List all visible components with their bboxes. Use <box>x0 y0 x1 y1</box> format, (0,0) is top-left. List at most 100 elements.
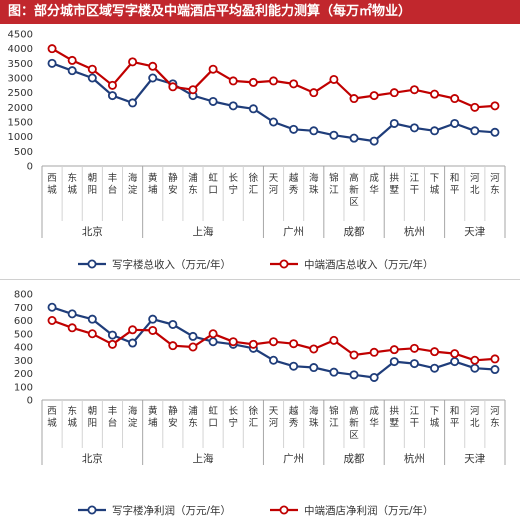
data-point <box>349 94 359 104</box>
data-point <box>389 345 399 355</box>
legend-swatch-marker <box>279 505 289 515</box>
x-category-label: 朝阳 <box>88 173 98 196</box>
data-point <box>87 73 97 83</box>
y-tick-label: 200 <box>14 369 33 380</box>
data-point <box>188 342 198 352</box>
x-category-label: 河东 <box>490 405 500 429</box>
x-category-label: 海珠 <box>309 172 319 196</box>
data-point <box>389 357 399 367</box>
x-category-label: 成华 <box>369 405 379 429</box>
city-group-label: 天津 <box>464 453 485 465</box>
city-group-label: 广州 <box>283 453 304 465</box>
x-category-label: 海淀 <box>128 405 138 429</box>
y-tick-label: 2000 <box>8 103 33 114</box>
x-category-label: 静安 <box>168 405 178 429</box>
data-point <box>409 343 419 353</box>
data-point <box>309 363 319 373</box>
y-tick-label: 1000 <box>8 132 33 143</box>
data-point <box>369 136 379 146</box>
data-point <box>168 341 178 351</box>
x-category-label: 东城 <box>67 405 77 429</box>
data-point <box>208 337 218 347</box>
city-group-label: 成都 <box>344 226 365 238</box>
data-point <box>87 314 97 324</box>
data-point <box>47 302 57 312</box>
x-category-label: 越秀 <box>289 172 299 196</box>
data-point <box>329 74 339 84</box>
data-point <box>430 347 440 357</box>
x-category-label: 拱墅 <box>390 172 400 196</box>
y-tick-label: 3500 <box>8 59 33 70</box>
data-point <box>409 85 419 95</box>
data-point <box>470 126 480 136</box>
city-group-label: 杭州 <box>404 452 425 465</box>
data-point <box>369 347 379 357</box>
x-category-label: 浦东 <box>188 405 198 429</box>
data-point <box>470 363 480 373</box>
x-category-label: 越秀 <box>289 405 299 429</box>
data-point <box>87 64 97 74</box>
x-category-label: 天河 <box>269 406 279 429</box>
data-point <box>208 96 218 106</box>
x-category-label: 拱墅 <box>390 405 400 429</box>
y-tick-label: 500 <box>14 147 33 158</box>
data-point <box>128 338 138 348</box>
data-point <box>349 370 359 380</box>
legend-swatch-marker <box>87 259 97 269</box>
x-category-label: 江干 <box>410 406 420 429</box>
x-category-label: 西城 <box>47 406 57 429</box>
data-point <box>349 133 359 143</box>
y-tick-label: 3000 <box>8 74 33 85</box>
x-category-label: 锦江 <box>329 405 339 429</box>
legend-label: 中端酒店总收入（万元/年） <box>304 258 434 271</box>
data-point <box>490 127 500 137</box>
y-tick-label: 400 <box>14 343 33 354</box>
y-tick-label: 2500 <box>8 88 33 99</box>
data-point <box>168 319 178 329</box>
y-tick-label: 600 <box>14 316 33 327</box>
y-tick-label: 800 <box>14 290 33 301</box>
data-point <box>490 354 500 364</box>
net-profit-chart: 0 100 200 300 400 500 600 700 800 西城东城朝阳丰台海淀黄埔静安浦… <box>14 290 506 517</box>
x-category-label: 徐汇 <box>249 172 259 196</box>
data-point <box>67 309 77 319</box>
revenue-chart: 0 500 1000 1500 2000 2500 3000 3500 4000 4500 西城东城… <box>8 30 506 271</box>
city-group-label: 上海 <box>193 452 214 465</box>
data-point <box>289 79 299 89</box>
data-point <box>228 337 238 347</box>
data-point <box>490 365 500 375</box>
x-category-label: 静安 <box>168 172 178 196</box>
data-point <box>128 98 138 108</box>
y-tick-label: 500 <box>14 329 33 340</box>
data-point <box>289 361 299 371</box>
data-point <box>47 316 57 326</box>
data-point <box>248 77 258 87</box>
data-point <box>47 44 57 54</box>
chart-divider <box>0 279 520 280</box>
x-category-label: 和平 <box>450 406 460 429</box>
data-point <box>148 314 158 324</box>
x-category-label: 高新区 <box>349 405 359 441</box>
data-point <box>107 91 117 101</box>
city-group-label: 北京 <box>82 225 103 238</box>
city-group-label: 天津 <box>464 226 485 238</box>
data-point <box>128 57 138 67</box>
y-tick-label: 700 <box>14 303 33 314</box>
data-point <box>248 104 258 114</box>
y-tick-label: 4500 <box>8 30 33 41</box>
legend-swatch-marker <box>279 259 289 269</box>
data-point <box>430 89 440 99</box>
data-point <box>369 91 379 101</box>
x-category-label: 河东 <box>490 172 500 196</box>
x-category-label: 虹口 <box>208 406 218 429</box>
data-point <box>430 363 440 373</box>
data-point <box>208 64 218 74</box>
x-category-label: 丰台 <box>108 172 118 196</box>
y-tick-label: 1500 <box>8 118 33 129</box>
data-point <box>289 339 299 349</box>
x-category-label: 长宁 <box>228 172 238 196</box>
data-point <box>309 88 319 98</box>
data-point <box>409 359 419 369</box>
data-point <box>107 339 117 349</box>
data-point <box>329 367 339 377</box>
